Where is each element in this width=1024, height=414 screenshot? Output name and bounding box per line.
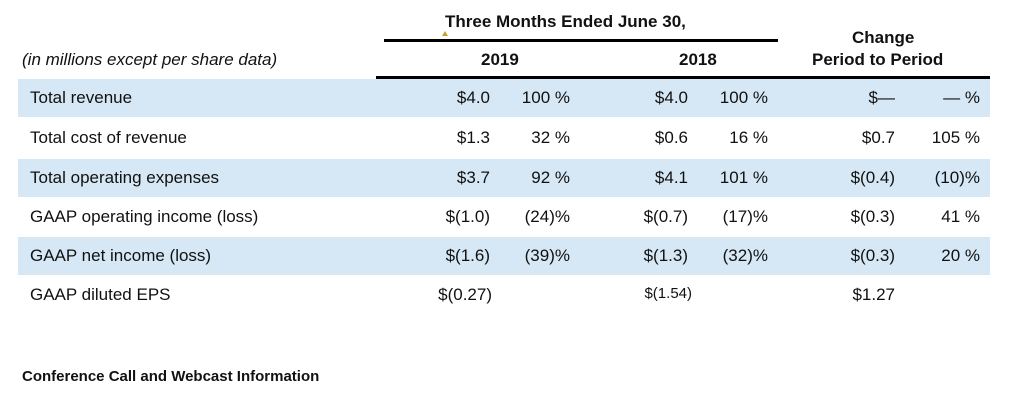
cell-p2019: 32 % bbox=[531, 128, 570, 147]
cell-p2019: 100 % bbox=[521, 88, 570, 107]
cell-label: Total operating expenses bbox=[30, 168, 220, 187]
cell-chg-pct: 41 % bbox=[941, 207, 980, 226]
units-note: (in millions except per share data) bbox=[22, 50, 278, 69]
cell-p2018: 100 % bbox=[719, 88, 768, 107]
cell-p2018: 101 % bbox=[719, 168, 768, 187]
table-row: GAAP diluted EPS $(0.27) $(1.54) $1.27 bbox=[18, 276, 990, 314]
cell-chg: $0.7 bbox=[861, 128, 895, 147]
cell-chg: $— bbox=[868, 88, 895, 107]
column-header-2019: 2019 bbox=[481, 50, 519, 69]
cell-v2019: $3.7 bbox=[456, 168, 490, 187]
period-group-rule bbox=[384, 39, 778, 42]
table-row: GAAP operating income (loss) $(1.0) (24)% $… bbox=[18, 198, 990, 236]
cell-chg: $(0.4) bbox=[850, 168, 895, 187]
cell-label: GAAP diluted EPS bbox=[30, 285, 171, 304]
cell-v2018: $(1.3) bbox=[643, 246, 688, 265]
header-rule bbox=[376, 76, 990, 80]
cell-p2019: 92 % bbox=[531, 168, 570, 187]
section-heading: Conference Call and Webcast Information bbox=[22, 368, 320, 385]
cell-v2019: $4.0 bbox=[456, 88, 490, 107]
cell-label: Total revenue bbox=[30, 88, 133, 107]
cell-v2019: $(1.0) bbox=[445, 207, 490, 226]
cell-v2018: $(0.7) bbox=[643, 207, 688, 226]
column-header-2018: 2018 bbox=[679, 50, 717, 69]
period-group-header: Three Months Ended June 30, bbox=[445, 12, 686, 31]
cell-v2018: $4.1 bbox=[654, 168, 688, 187]
cell-chg: $1.27 bbox=[852, 285, 895, 304]
table-row: Total operating expenses $3.7 92 % $4.1 101 … bbox=[18, 159, 990, 197]
cell-chg-pct: 105 % bbox=[931, 128, 980, 147]
cell-chg-pct: 20 % bbox=[941, 246, 980, 265]
cell-v2019: $1.3 bbox=[456, 128, 490, 147]
cell-chg: $(0.3) bbox=[850, 246, 895, 265]
cell-v2018: $0.6 bbox=[654, 128, 688, 147]
change-header-line2: Period to Period bbox=[812, 50, 944, 69]
cell-p2018: (17)% bbox=[722, 207, 768, 226]
cell-v2018: $(1.54) bbox=[644, 285, 692, 302]
cell-label: GAAP operating income (loss) bbox=[30, 207, 259, 226]
cell-label: GAAP net income (loss) bbox=[30, 246, 212, 265]
cell-p2019: (24)% bbox=[524, 207, 570, 226]
cell-v2018: $4.0 bbox=[654, 88, 688, 107]
cell-chg: $(0.3) bbox=[850, 207, 895, 226]
cell-v2019: $(1.6) bbox=[445, 246, 490, 265]
table-row: GAAP net income (loss) $(1.6) (39)% $(1.3) (… bbox=[18, 237, 990, 275]
table-row: Total revenue $4.0 100 % $4.0 100 % $— — % bbox=[18, 79, 990, 117]
cell-p2019: (39)% bbox=[524, 246, 570, 265]
cell-chg-pct: — % bbox=[943, 88, 980, 107]
table-row: Total cost of revenue $1.3 32 % $0.6 16 % $0.… bbox=[18, 119, 990, 157]
cell-label: Total cost of revenue bbox=[30, 128, 187, 147]
marker-icon bbox=[442, 31, 448, 36]
cell-v2019: $(0.27) bbox=[438, 285, 492, 304]
cell-p2018: (32)% bbox=[722, 246, 768, 265]
change-header-line1: Change bbox=[852, 28, 915, 47]
cell-p2018: 16 % bbox=[729, 128, 768, 147]
cell-chg-pct: (10)% bbox=[934, 168, 980, 187]
